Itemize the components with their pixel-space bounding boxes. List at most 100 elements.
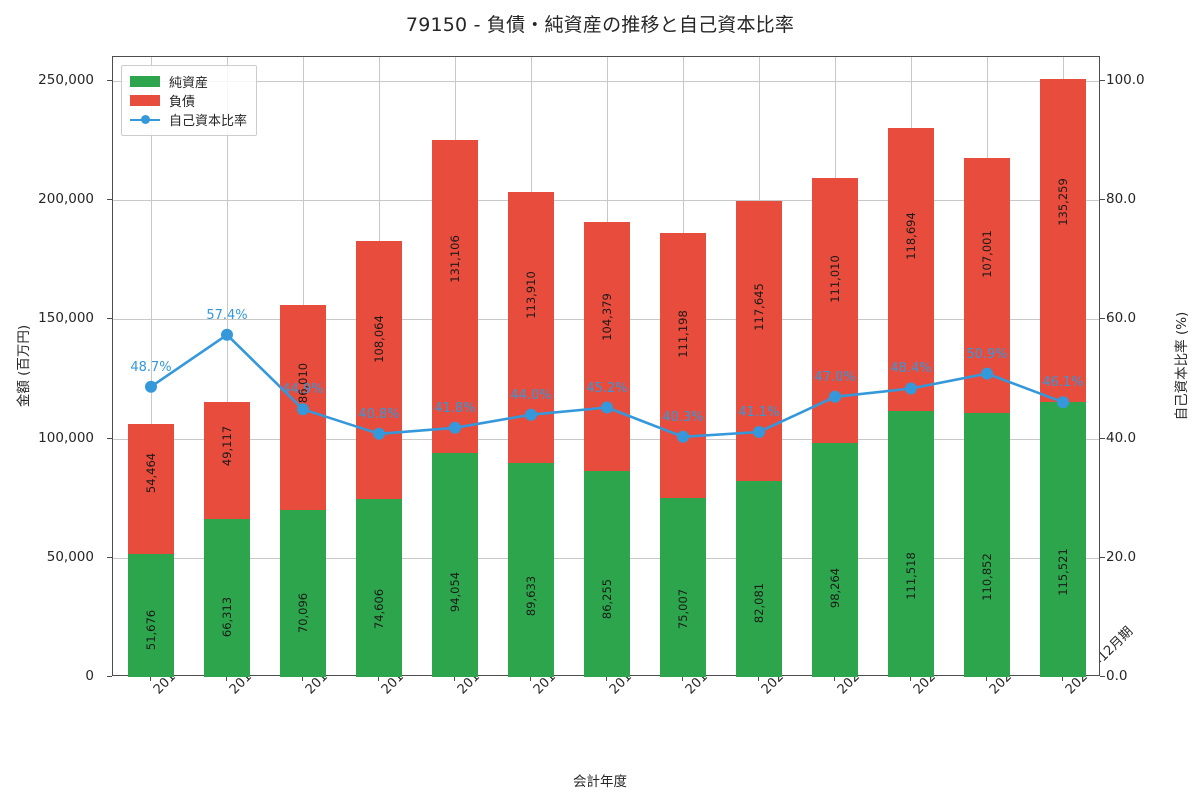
chart-legend: 純資産 負債自己資本比率	[121, 65, 258, 136]
bar-segment-equity[interactable]	[660, 498, 706, 677]
y-tick-mark-left	[107, 318, 112, 320]
legend-swatch-icon	[130, 95, 160, 106]
y-tick-mark-right	[1100, 556, 1105, 558]
gridline-horizontal	[113, 200, 1099, 202]
y-axis-label-right: 自己資本比率 (%)	[1174, 311, 1190, 421]
x-tick-label: 2017年03月期	[376, 624, 452, 697]
ratio-value-label: 46.1%	[1042, 375, 1084, 391]
y-tick-mark-left	[107, 676, 112, 677]
ratio-marker[interactable]	[145, 380, 157, 393]
ratio-marker[interactable]	[373, 427, 385, 440]
bar-segment-liabilities[interactable]	[432, 140, 478, 453]
bar-segment-equity[interactable]	[356, 499, 402, 677]
bar-segment-equity[interactable]	[204, 518, 250, 677]
ratio-value-label: 48.4%	[890, 361, 932, 377]
y-tick-label-right: 60.0	[1106, 310, 1137, 327]
ratio-value-label: 57.4%	[206, 307, 248, 323]
legend-item-label: 自己資本比率	[169, 114, 248, 129]
ratio-marker[interactable]	[1057, 396, 1069, 409]
ratio-marker[interactable]	[829, 390, 841, 403]
bar-segment-liabilities[interactable]	[204, 401, 250, 519]
ratio-marker[interactable]	[981, 367, 993, 380]
ratio-value-label: 47.0%	[814, 369, 856, 385]
bar-segment-equity[interactable]	[432, 452, 478, 677]
x-tick-label: 2020年12月期	[756, 624, 832, 697]
y-axis-label-left: 金額 (百万円)	[16, 324, 32, 408]
ratio-markers	[145, 328, 1069, 443]
x-tick-mark	[834, 676, 835, 681]
y-tick-label-left: 100,000	[38, 429, 94, 446]
bar-segment-liabilities[interactable]	[888, 128, 934, 412]
legend-swatch-icon	[130, 76, 160, 87]
ratio-marker[interactable]	[677, 430, 689, 443]
bar-segment-equity[interactable]	[1040, 401, 1086, 677]
bar-segment-equity[interactable]	[584, 471, 630, 677]
ratio-line-series	[145, 328, 1069, 443]
y-tick-mark-left	[107, 79, 112, 81]
page-title: 79150 - 負債・純資産の推移と自己資本比率	[405, 14, 795, 36]
ratio-value-label: 48.7%	[130, 359, 172, 375]
y-tick-mark-right	[1100, 676, 1105, 677]
bar-segment-equity[interactable]	[128, 553, 174, 677]
ratio-value-label: 40.3%	[662, 409, 704, 425]
y-tick-label-left: 200,000	[38, 191, 94, 208]
gridline-vertical	[151, 57, 152, 675]
x-tick-label: 2014年03月期	[148, 624, 224, 697]
bar-segment-equity[interactable]	[736, 481, 782, 677]
x-tick-label: 2015年03月期	[224, 624, 300, 697]
legend-item[interactable]: 負債	[130, 91, 247, 110]
x-tick-mark	[530, 676, 531, 681]
x-tick-mark	[378, 676, 379, 681]
bar-segment-equity[interactable]	[888, 411, 934, 677]
ratio-value-label: 45.2%	[586, 380, 628, 396]
ratio-value-label: 44.0%	[510, 387, 552, 403]
x-tick-mark	[606, 676, 607, 681]
y-tick-label-right: 100.0	[1106, 71, 1145, 88]
bar-segment-equity[interactable]	[508, 463, 554, 677]
y-tick-mark-right	[1100, 437, 1105, 439]
ratio-marker[interactable]	[525, 408, 537, 421]
y-tick-label-right: 0.0	[1106, 668, 1128, 684]
ratio-marker[interactable]	[753, 426, 765, 438]
bar-segment-liabilities[interactable]	[1040, 78, 1086, 402]
ratio-value-label: 41.1%	[738, 404, 780, 420]
bar-segment-liabilities[interactable]	[584, 222, 630, 472]
x-axis-label: 会計年度	[573, 774, 627, 790]
x-tick-mark	[758, 676, 759, 681]
x-tick-label: 2021年12月期	[832, 624, 908, 697]
ratio-marker[interactable]	[449, 421, 461, 434]
ratio-marker[interactable]	[297, 403, 309, 416]
x-tick-mark	[226, 676, 227, 681]
x-tick-mark	[454, 676, 455, 681]
y-tick-mark-right	[1100, 79, 1105, 81]
legend-item-label: 純資産	[169, 76, 209, 91]
x-tick-mark	[910, 676, 911, 681]
ratio-value-label: 50.9%	[966, 346, 1008, 362]
bar-segment-liabilities[interactable]	[356, 241, 402, 500]
bar-segment-liabilities[interactable]	[660, 232, 706, 499]
ratio-marker[interactable]	[601, 401, 613, 414]
x-tick-label: 2018年12月期	[528, 624, 604, 697]
bar-segment-equity[interactable]	[812, 442, 858, 677]
y-tick-mark-right	[1100, 199, 1105, 201]
y-tick-label-left: 0	[85, 668, 94, 684]
y-tick-mark-right	[1100, 318, 1105, 320]
x-tick-mark	[1062, 676, 1063, 681]
x-tick-label: 2019年12月期	[604, 624, 680, 697]
legend-item[interactable]: 自己資本比率	[130, 110, 247, 129]
x-tick-label: 2016年03月期	[300, 624, 376, 697]
x-tick-mark	[302, 676, 303, 681]
x-tick-label: 2019年12月期	[680, 624, 756, 697]
y-tick-mark-left	[107, 556, 112, 558]
bar-segment-equity[interactable]	[964, 412, 1010, 677]
bar-segment-equity[interactable]	[280, 509, 326, 677]
ratio-marker[interactable]	[905, 382, 917, 395]
legend-item[interactable]: 純資産	[130, 72, 247, 91]
y-tick-label-left: 150,000	[38, 310, 94, 327]
bar-segment-liabilities[interactable]	[128, 423, 174, 554]
ratio-marker[interactable]	[221, 328, 233, 341]
x-tick-label: 2023年12月期	[984, 624, 1060, 697]
ratio-value-label: 40.8%	[358, 406, 400, 422]
y-tick-label-right: 80.0	[1106, 191, 1137, 208]
